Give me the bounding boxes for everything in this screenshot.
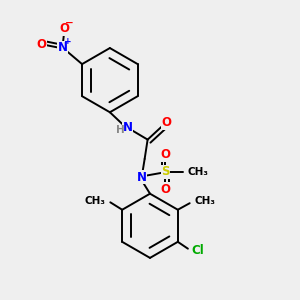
- Text: −: −: [65, 18, 74, 28]
- Text: N: N: [123, 121, 133, 134]
- Text: S: S: [161, 166, 170, 178]
- Text: +: +: [64, 37, 72, 46]
- Text: O: O: [160, 148, 170, 161]
- Text: N: N: [58, 41, 68, 54]
- Text: Cl: Cl: [191, 244, 204, 257]
- Text: O: O: [160, 183, 170, 196]
- Text: O: O: [36, 38, 46, 51]
- Text: O: O: [162, 116, 172, 130]
- Text: O: O: [59, 22, 69, 35]
- Text: CH₃: CH₃: [195, 196, 216, 206]
- Text: CH₃: CH₃: [85, 196, 106, 206]
- Text: N: N: [137, 171, 147, 184]
- Text: H: H: [116, 125, 125, 135]
- Text: CH₃: CH₃: [187, 167, 208, 177]
